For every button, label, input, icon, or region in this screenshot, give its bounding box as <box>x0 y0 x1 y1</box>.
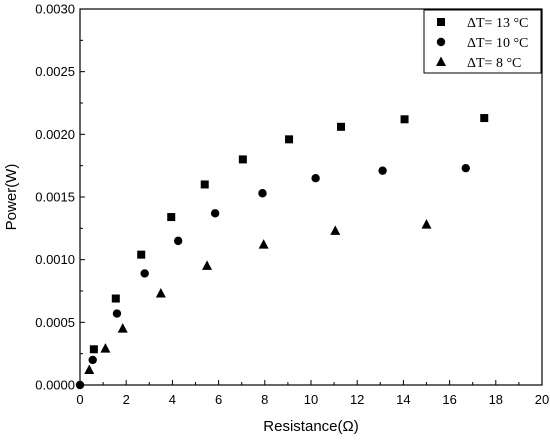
data-point-triangle <box>117 323 128 333</box>
data-point-square <box>167 213 176 222</box>
x-tick-label: 20 <box>535 392 549 407</box>
data-point-circle <box>88 355 97 365</box>
x-axis-title: Resistance(Ω) <box>263 418 358 435</box>
data-point-circle <box>378 166 387 175</box>
data-point-triangle <box>258 239 269 249</box>
data-markers <box>75 114 489 390</box>
legend-label: ΔT= 13 °C <box>467 16 528 31</box>
legend-marker-circle <box>436 37 446 47</box>
x-tick-label: 10 <box>304 392 318 407</box>
data-point-square <box>400 115 409 124</box>
data-point-square <box>111 294 120 303</box>
legend-marker-triangle <box>436 56 446 66</box>
x-tick-label: 8 <box>261 392 268 407</box>
x-tick-label: 6 <box>215 392 222 407</box>
y-tick-label: 0.0000 <box>35 378 75 393</box>
x-tick-label: 18 <box>489 392 503 407</box>
data-point-circle <box>461 163 470 173</box>
data-point-square <box>89 345 98 354</box>
data-point-triangle <box>202 260 213 270</box>
y-tick-label: 0.0030 <box>35 2 75 17</box>
y-tick-label: 0.0015 <box>35 190 75 205</box>
data-point-square <box>238 155 247 164</box>
x-tick-label: 4 <box>169 392 176 407</box>
data-point-square <box>137 250 146 259</box>
data-point-square <box>285 135 294 144</box>
legend-label: ΔT= 10 °C <box>467 36 528 51</box>
data-point-circle <box>311 174 320 183</box>
data-point-circle <box>75 380 85 390</box>
x-tick-label: 16 <box>442 392 456 407</box>
data-point-circle <box>173 236 183 246</box>
y-axis-title: Power(W) <box>3 164 20 231</box>
data-point-circle <box>112 309 122 318</box>
y-tick-label: 0.0010 <box>35 252 75 267</box>
data-point-triangle <box>84 364 95 374</box>
data-point-triangle <box>100 343 111 353</box>
data-point-circle <box>140 269 149 278</box>
axis-ticks: 0 2 4 6 8 10 12 14 16 18 20 0.0000 0.0005 0.0010 0.001… <box>35 2 549 408</box>
x-tick-label: 0 <box>76 392 83 407</box>
data-point-circle <box>258 189 267 198</box>
y-tick-label: 0.0005 <box>35 315 75 330</box>
x-tick-label: 2 <box>123 392 130 407</box>
x-tick-label: 12 <box>350 392 364 407</box>
legend: ΔT= 13 °C ΔT= 10 °C ΔT= 8 °C <box>423 9 542 74</box>
data-point-square <box>200 180 209 189</box>
data-point-triangle <box>155 288 166 298</box>
y-tick-label: 0.0020 <box>35 127 75 142</box>
x-tick-label: 14 <box>396 392 410 407</box>
y-tick-label: 0.0025 <box>35 64 75 79</box>
legend-marker-square <box>437 18 445 26</box>
data-point-triangle <box>330 225 341 235</box>
data-point-square <box>480 114 489 123</box>
legend-label: ΔT= 8 °C <box>467 56 521 71</box>
data-point-circle <box>210 209 220 218</box>
data-point-triangle <box>421 219 432 229</box>
data-point-square <box>337 122 346 131</box>
